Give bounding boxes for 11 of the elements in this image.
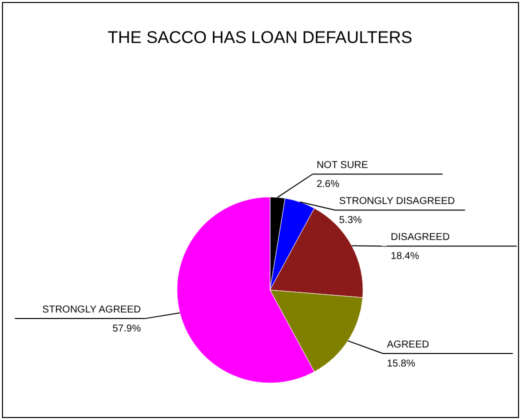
data-label: 57.9% (112, 324, 141, 335)
data-label: 5.3% (339, 215, 362, 226)
slice-label: DISAGREED (390, 232, 450, 244)
data-label: 18.4% (390, 251, 420, 262)
chart-title: THE SACCO HAS LOAN DEFAULTERS (108, 28, 412, 47)
slice-label: STRONGLY DISAGREED (339, 196, 455, 208)
slice-label: AGREED (386, 340, 430, 351)
slice-label: NOT SURE (316, 160, 368, 172)
slice-label: STRONGLY AGREED (42, 304, 141, 316)
data-label: 2.6% (316, 179, 340, 190)
data-label: 15.8% (386, 358, 416, 370)
